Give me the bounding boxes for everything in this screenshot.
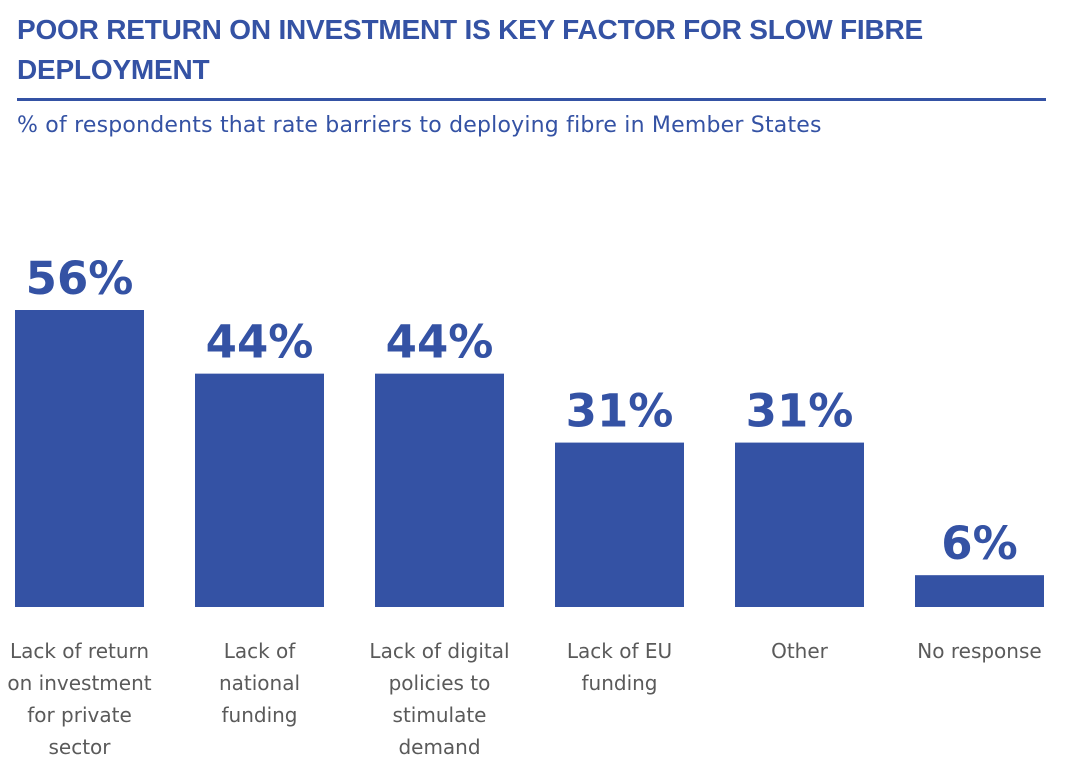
bar-3 [375, 373, 504, 607]
category-label-1: Lack of return on investment for private se… [7, 639, 151, 759]
category-label-4: Lack of EU funding [567, 639, 672, 695]
data-label-2: 44% [206, 316, 314, 369]
title-divider [17, 98, 1046, 101]
bar-6 [915, 575, 1044, 607]
bar-1 [15, 310, 144, 607]
data-label-3: 44% [386, 316, 494, 369]
data-label-6: 6% [941, 517, 1017, 570]
category-label-6: No response [917, 639, 1041, 663]
chart-subtitle: % of respondents that rate barriers to d… [17, 113, 822, 138]
bar-5 [735, 442, 864, 607]
category-label-2: Lack of national funding [219, 639, 300, 727]
bar-2 [195, 373, 324, 607]
bar-4 [555, 442, 684, 607]
category-label-3: Lack of digital policies to stimulate deman… [369, 639, 509, 759]
data-label-5: 31% [746, 385, 854, 438]
category-label-5: Other [771, 639, 829, 663]
chart-title: POOR RETURN ON INVESTMENT IS KEY FACTOR … [17, 14, 923, 85]
data-label-1: 56% [26, 252, 134, 305]
data-label-4: 31% [566, 385, 674, 438]
